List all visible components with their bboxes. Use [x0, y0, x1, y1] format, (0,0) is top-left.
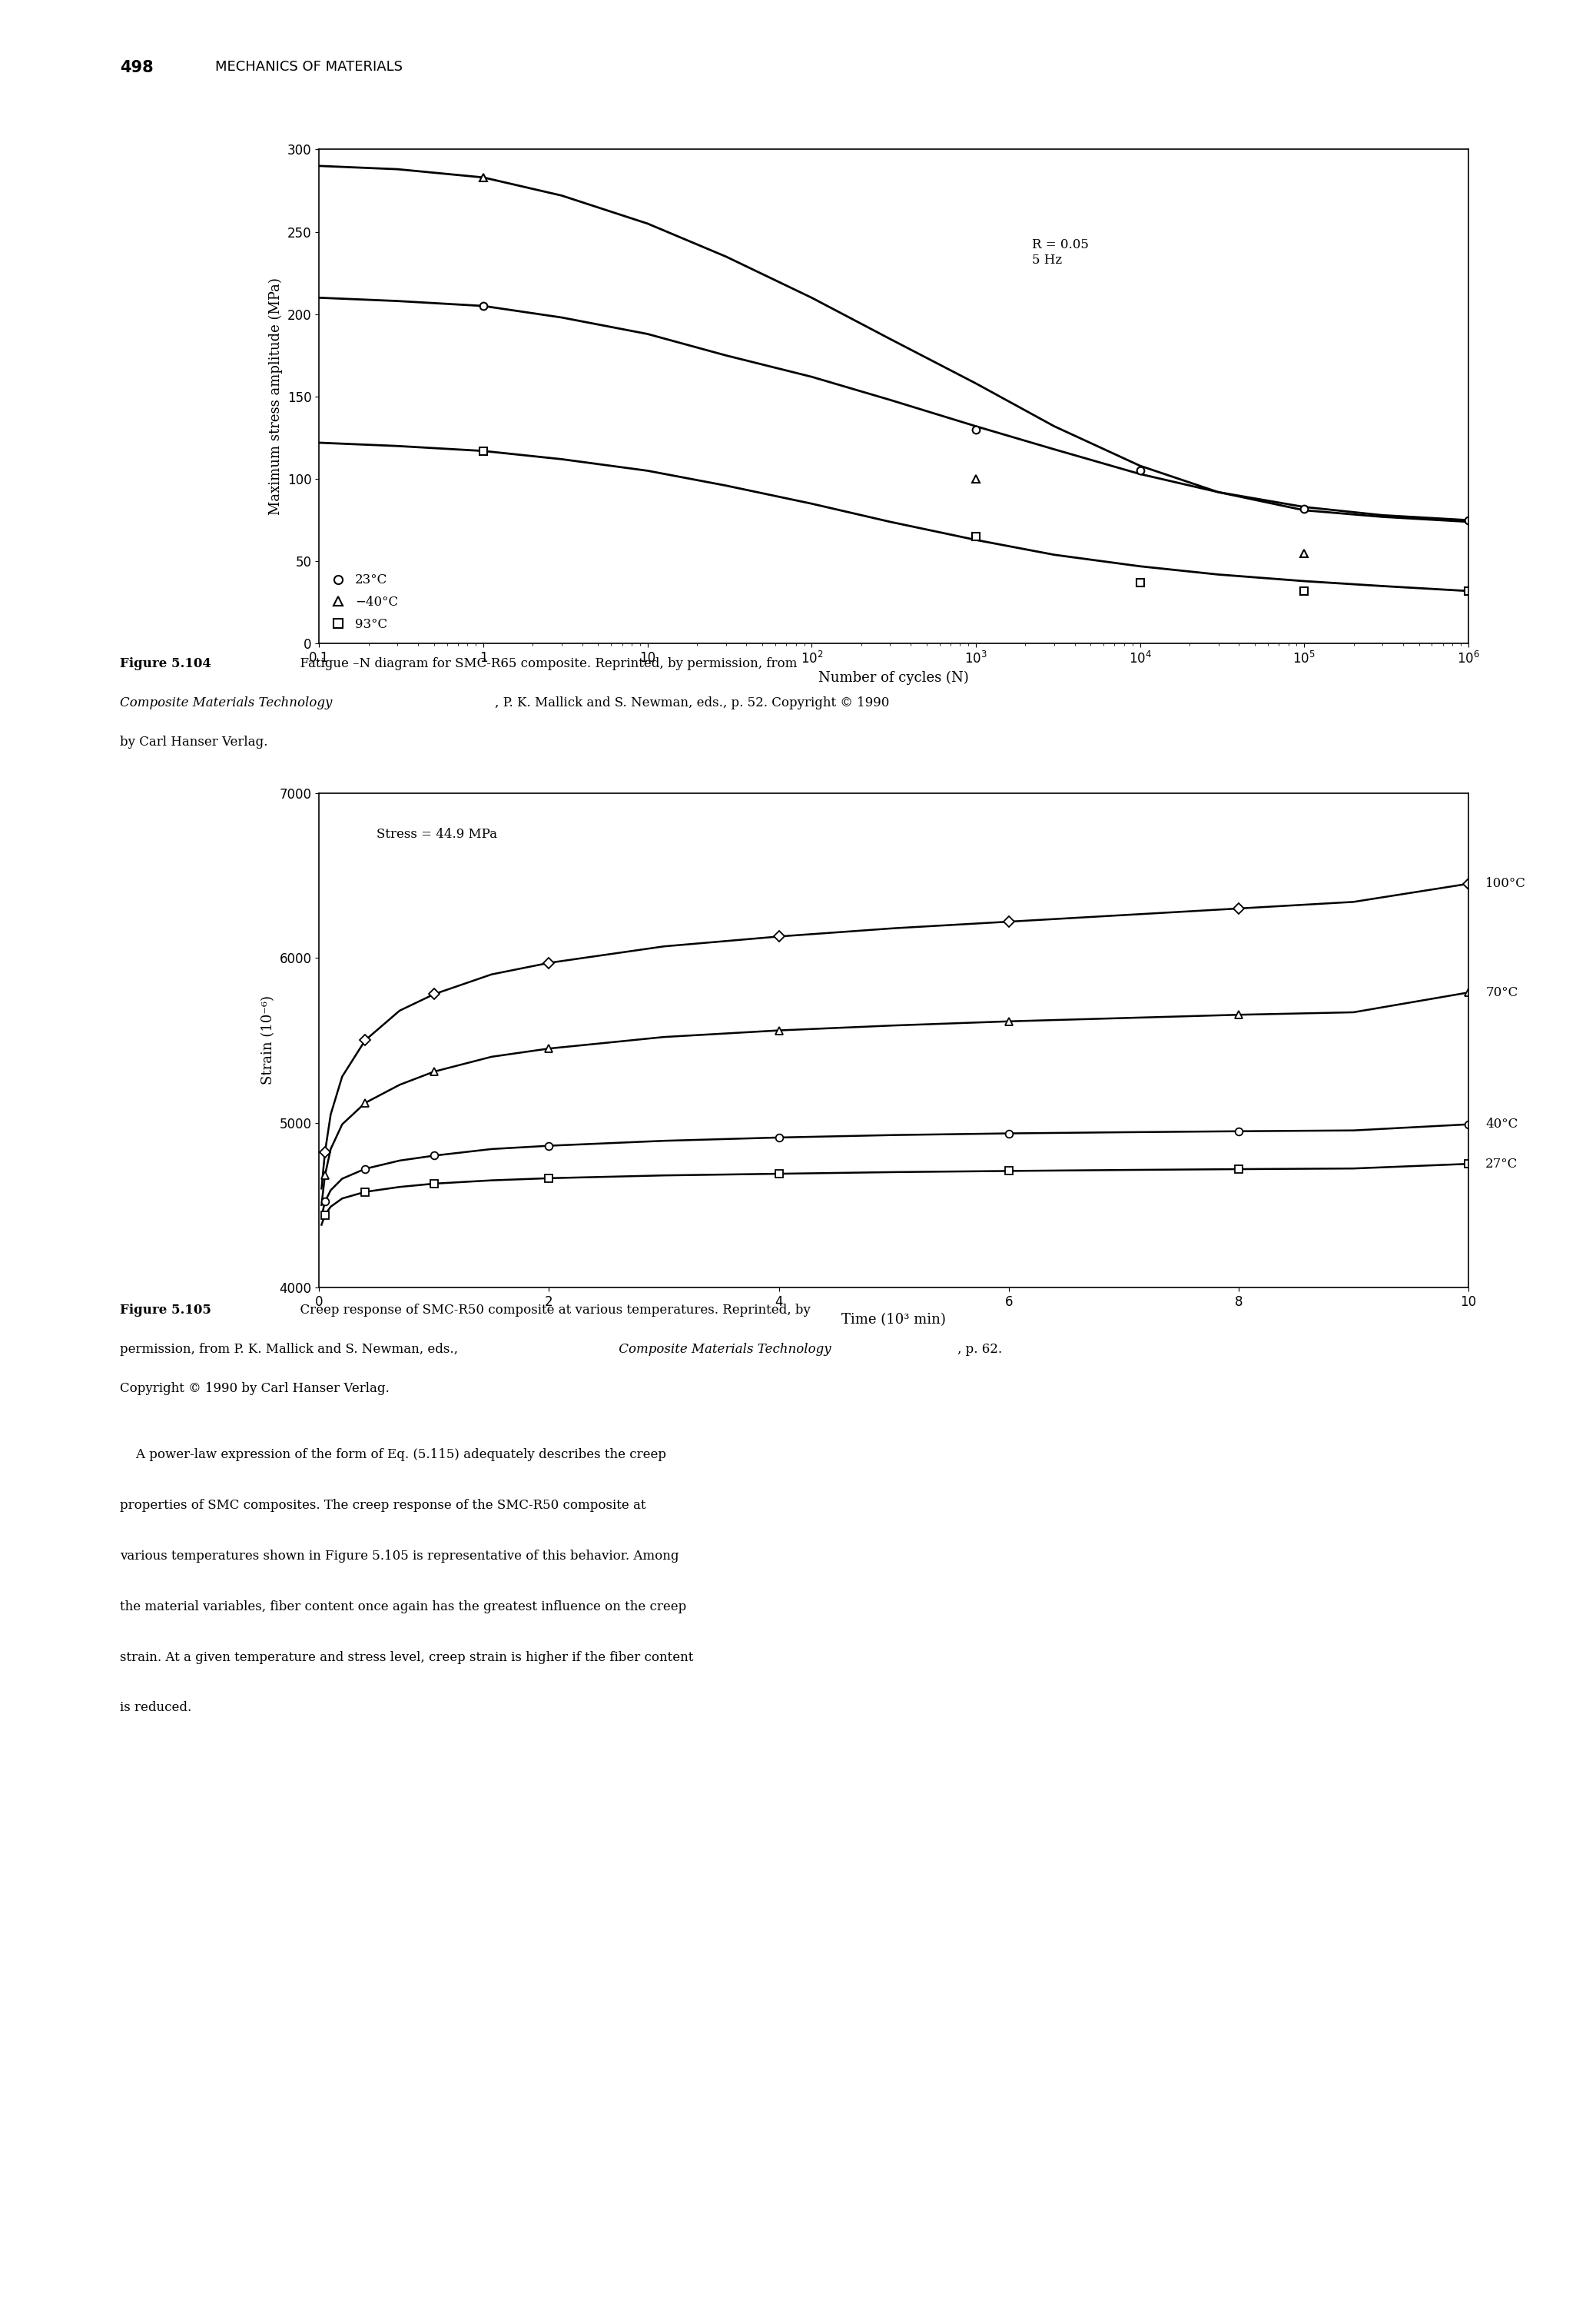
- Text: Figure 5.105: Figure 5.105: [120, 1304, 211, 1317]
- Text: A power-law expression of the form of Eq. (5.115) adequately describes the creep: A power-law expression of the form of Eq…: [120, 1448, 666, 1462]
- Text: Copyright © 1990 by Carl Hanser Verlag.: Copyright © 1990 by Carl Hanser Verlag.: [120, 1382, 389, 1395]
- Text: by Carl Hanser Verlag.: by Carl Hanser Verlag.: [120, 736, 268, 749]
- Text: MECHANICS OF MATERIALS: MECHANICS OF MATERIALS: [215, 60, 402, 74]
- Legend: 23°C, −40°C, 93°C: 23°C, −40°C, 93°C: [326, 568, 405, 637]
- Y-axis label: Maximum stress amplitude (MPa): Maximum stress amplitude (MPa): [270, 278, 282, 515]
- Text: strain. At a given temperature and stress level, creep strain is higher if the f: strain. At a given temperature and stres…: [120, 1651, 693, 1664]
- Text: Creep response of SMC-R50 composite at various temperatures. Reprinted, by: Creep response of SMC-R50 composite at v…: [292, 1304, 811, 1317]
- Text: 498: 498: [120, 60, 153, 76]
- Text: Fatigue –N diagram for SMC-R65 composite. Reprinted, by permission, from: Fatigue –N diagram for SMC-R65 composite…: [292, 658, 798, 671]
- Text: permission, from P. K. Mallick and S. Newman, eds.,: permission, from P. K. Mallick and S. Ne…: [120, 1343, 458, 1356]
- Y-axis label: Strain (10⁻⁶): Strain (10⁻⁶): [262, 995, 275, 1085]
- Text: Composite Materials Technology: Composite Materials Technology: [120, 697, 332, 710]
- Text: 27°C: 27°C: [1486, 1156, 1518, 1170]
- Text: , p. 62.: , p. 62.: [958, 1343, 1002, 1356]
- Text: , P. K. Mallick and S. Newman, eds., p. 52. Copyright © 1990: , P. K. Mallick and S. Newman, eds., p. …: [495, 697, 889, 710]
- Text: the material variables, fiber content once again has the greatest influence on t: the material variables, fiber content on…: [120, 1600, 686, 1614]
- X-axis label: Time (10³ min): Time (10³ min): [841, 1313, 946, 1327]
- Text: properties of SMC composites. The creep response of the SMC-R50 composite at: properties of SMC composites. The creep …: [120, 1499, 646, 1513]
- Text: Composite Materials Technology: Composite Materials Technology: [614, 1343, 832, 1356]
- Text: 100°C: 100°C: [1486, 878, 1526, 890]
- Text: is reduced.: is reduced.: [120, 1701, 192, 1715]
- Text: R = 0.05
5 Hz: R = 0.05 5 Hz: [1031, 239, 1088, 267]
- Text: various temperatures shown in Figure 5.105 is representative of this behavior. A: various temperatures shown in Figure 5.1…: [120, 1550, 678, 1563]
- Text: Stress = 44.9 MPa: Stress = 44.9 MPa: [377, 828, 498, 841]
- Text: 70°C: 70°C: [1486, 986, 1518, 1000]
- Text: 40°C: 40°C: [1486, 1117, 1518, 1131]
- Text: Figure 5.104: Figure 5.104: [120, 658, 211, 671]
- X-axis label: Number of cycles (N): Number of cycles (N): [819, 671, 969, 685]
